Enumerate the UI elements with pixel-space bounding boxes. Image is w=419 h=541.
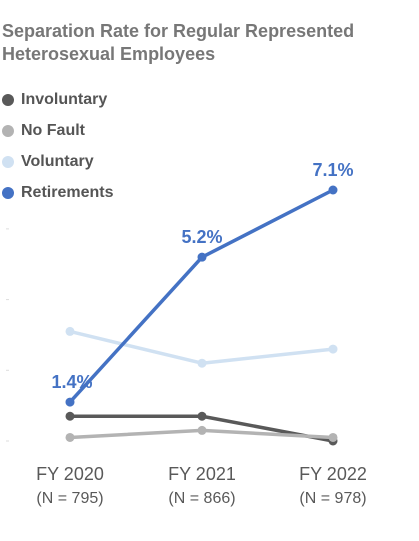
- x-tick-sample-size: (N = 795): [36, 490, 103, 507]
- legend-item-involuntary: Involuntary: [2, 84, 113, 115]
- series-involuntary: [65, 411, 338, 446]
- legend-label-involuntary: Involuntary: [21, 90, 108, 108]
- series-voluntary: [65, 326, 338, 368]
- data-label-retirements: 1.4%: [51, 372, 92, 392]
- x-tick-label: FY 2022: [299, 464, 367, 484]
- data-point-involuntary: [65, 411, 75, 421]
- data-point-involuntary: [197, 411, 207, 421]
- data-point-no-fault: [328, 432, 338, 442]
- series-retirements: [65, 185, 338, 407]
- x-tick-sample-size: (N = 978): [299, 490, 366, 507]
- legend-item-voluntary: Voluntary: [2, 146, 113, 177]
- series-no-fault: [65, 425, 338, 442]
- legend-marker-voluntary: [2, 155, 14, 168]
- x-tick-sample-size: (N = 866): [168, 490, 235, 507]
- legend-marker-involuntary: [2, 93, 14, 106]
- chart-title-line-2: Heterosexual Employees: [2, 44, 216, 64]
- data-point-retirements: [328, 185, 338, 195]
- data-point-voluntary: [65, 326, 75, 336]
- x-tick-label: FY 2021: [168, 464, 236, 484]
- legend-item-retirements: Retirements: [2, 177, 113, 208]
- legend-label-no-fault: No Fault: [21, 121, 85, 139]
- data-point-retirements: [65, 397, 75, 407]
- legend-item-no-fault: No Fault: [2, 115, 113, 146]
- chart-title-line-1: Separation Rate for Regular Represented: [2, 21, 355, 41]
- data-label-retirements: 5.2%: [181, 227, 222, 247]
- x-tick-label: FY 2020: [36, 464, 104, 484]
- data-point-voluntary: [197, 358, 207, 368]
- data-point-voluntary: [328, 344, 338, 354]
- legend-marker-no-fault: [2, 124, 14, 137]
- legend-label-voluntary: Voluntary: [21, 152, 94, 170]
- legend-marker-retirements: [2, 186, 14, 199]
- data-point-no-fault: [65, 432, 75, 442]
- data-point-no-fault: [197, 425, 207, 435]
- chart-title: Separation Rate for Regular Represented …: [2, 20, 412, 66]
- legend-label-retirements: Retirements: [21, 183, 114, 201]
- series-line-retirements: [68, 188, 335, 404]
- data-point-retirements: [197, 252, 207, 262]
- chart-legend: Involuntary No Fault Voluntary Retiremen…: [2, 84, 113, 208]
- data-label-retirements: 7.1%: [312, 160, 353, 180]
